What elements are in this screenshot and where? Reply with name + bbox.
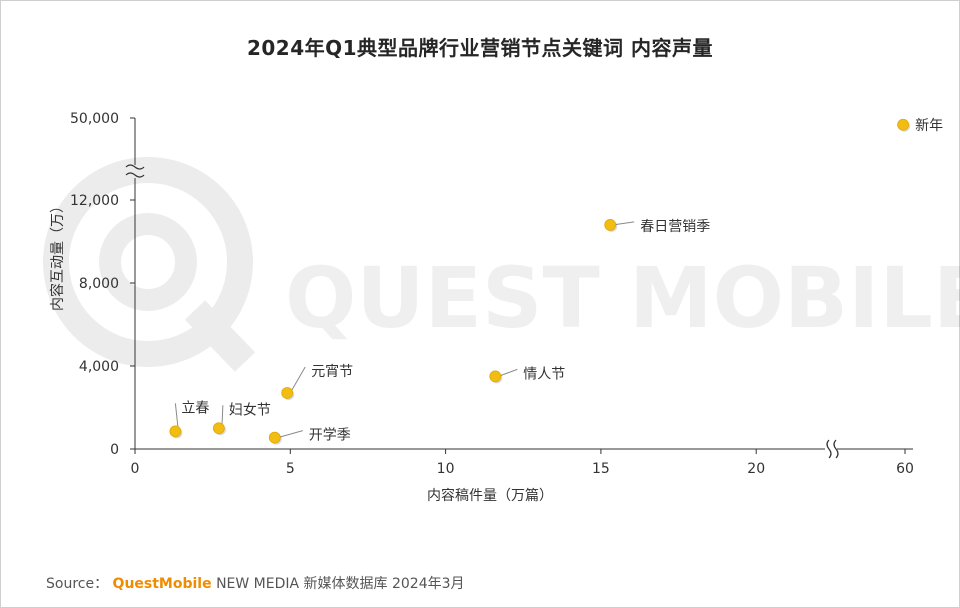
point-leader-line: [498, 368, 518, 377]
y-tick-label: 8,000: [79, 276, 119, 292]
source-line: Source： QuestMobile NEW MEDIA 新媒体数据库 202…: [46, 573, 465, 593]
data-point: [897, 118, 910, 131]
x-axis-title: 内容稿件量（万篇）: [427, 487, 553, 504]
point-leader-line: [289, 366, 306, 394]
point-label: 春日营销季: [640, 219, 710, 235]
y-axis-title: 内容互动量（万）: [49, 199, 66, 311]
x-tick-label: 10: [437, 461, 455, 477]
data-point: [489, 370, 502, 383]
point-label: 开学季: [309, 428, 351, 444]
y-tick-label: 4,000: [79, 359, 119, 375]
data-point: [604, 218, 617, 231]
x-tick-label: 5: [286, 461, 295, 477]
data-point: [268, 431, 281, 444]
point-label: 新年: [915, 118, 943, 134]
point-label: 元宵节: [311, 363, 353, 380]
x-tick-label: 0: [131, 461, 140, 477]
watermark-text: QUEST MOBILE: [285, 249, 960, 347]
x-tick-label: 15: [592, 461, 610, 477]
data-point: [169, 425, 182, 438]
point-label: 立春: [181, 400, 209, 416]
source-suffix: NEW MEDIA 新媒体数据库 2024年3月: [216, 576, 465, 592]
point-leader-line: [277, 430, 303, 439]
y-tick-label: 12,000: [70, 193, 119, 209]
x-axis-break-mark: [826, 439, 839, 459]
y-tick-label: 0: [110, 442, 119, 458]
y-axis-break-mark: [125, 164, 145, 178]
x-tick-label: 20: [747, 461, 765, 477]
source-brand: QuestMobile: [112, 576, 212, 592]
data-point: [281, 387, 294, 399]
chart-title: 2024年Q1典型品牌行业营销节点关键词 内容声量: [246, 36, 714, 60]
y-tick-label: 50,000: [70, 111, 119, 127]
watermark-logo: [43, 157, 256, 372]
axes: 内容稿件量（万篇） 内容互动量（万）: [49, 118, 913, 504]
x-tick-label: 60: [896, 461, 914, 477]
data-point: [212, 422, 225, 435]
point-leader-line: [613, 221, 635, 226]
point-label: 情人节: [523, 366, 565, 382]
tick-labels: 0 5 10 15 20 60 0 4,000 8,000 12,000 50,000: [70, 111, 914, 477]
source-prefix: Source：: [46, 576, 109, 592]
point-label: 妇女节: [229, 401, 271, 418]
